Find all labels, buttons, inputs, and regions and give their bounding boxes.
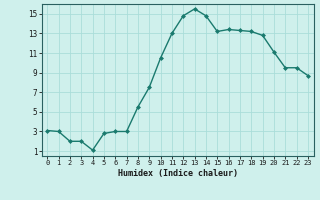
X-axis label: Humidex (Indice chaleur): Humidex (Indice chaleur) (118, 169, 237, 178)
